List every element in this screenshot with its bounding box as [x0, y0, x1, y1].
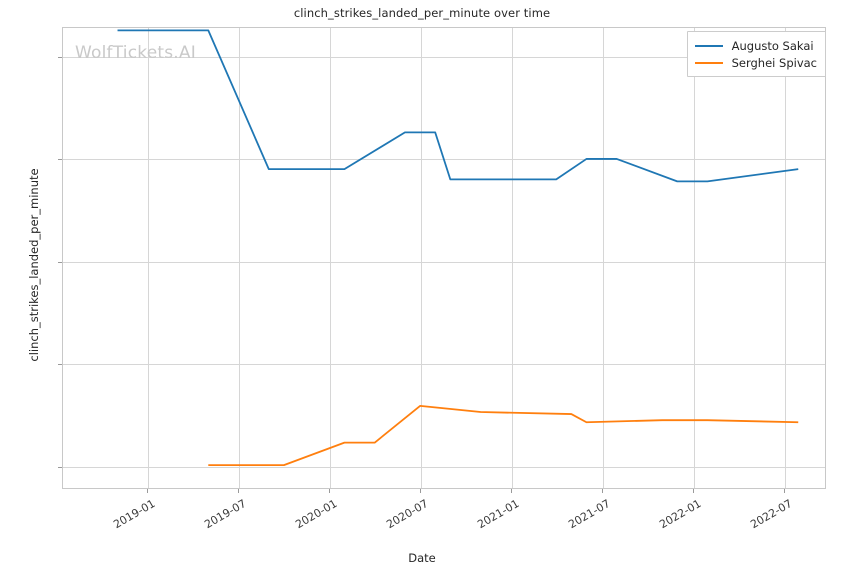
watermark: WolfTickets.AI [75, 43, 196, 63]
legend-label: Serghei Spivac [731, 55, 817, 70]
gridline-vertical [785, 28, 786, 488]
x-axis-label: Date [408, 551, 436, 565]
y-axis-label: clinch_strikes_landed_per_minute [27, 168, 41, 362]
legend-swatch-icon [694, 61, 723, 64]
line-series-serghei-spivac [208, 405, 799, 466]
x-tick-mark [420, 489, 421, 493]
x-tick-label-6: 2022-01 [657, 497, 704, 532]
chart-title: clinch_strikes_landed_per_minute over ti… [293, 6, 551, 20]
y-tick-mark [58, 159, 62, 160]
gridline-horizontal [63, 364, 825, 365]
plot-area: WolfTickets.AI [62, 27, 826, 489]
series-lines [117, 29, 799, 466]
y-tick-mark [58, 57, 62, 58]
legend-item-augusto-sakai[interactable]: Augusto Sakai [694, 37, 817, 54]
line-series-augusto-sakai [117, 29, 799, 183]
gridline-vertical [512, 28, 513, 488]
legend-swatch-icon [694, 44, 723, 47]
x-tick-label-7: 2022-07 [748, 497, 795, 532]
gridline-vertical [421, 28, 422, 488]
y-tick-mark [58, 262, 62, 263]
gridline-vertical [239, 28, 240, 488]
gridline-vertical [603, 28, 604, 488]
legend-item-serghei-spivac[interactable]: Serghei Spivac [694, 54, 817, 71]
y-tick-mark [58, 364, 62, 365]
gridline-vertical [148, 28, 149, 488]
gridline-horizontal [63, 262, 825, 263]
gridline-horizontal [63, 57, 825, 58]
x-tick-mark [784, 489, 785, 493]
x-tick-mark [147, 489, 148, 493]
gridline-vertical [330, 28, 331, 488]
x-tick-mark [602, 489, 603, 493]
x-tick-label-1: 2019-07 [202, 497, 249, 532]
x-tick-mark [238, 489, 239, 493]
x-tick-label-4: 2021-01 [475, 497, 522, 532]
x-tick-mark [511, 489, 512, 493]
x-tick-mark [693, 489, 694, 493]
y-tick-mark [58, 467, 62, 468]
legend-label: Augusto Sakai [731, 38, 814, 53]
x-tick-label-5: 2021-07 [566, 497, 613, 532]
x-tick-label-2: 2020-01 [293, 497, 340, 532]
gridline-horizontal [63, 467, 825, 468]
legend: Augusto Sakai Serghei Spivac [686, 31, 826, 77]
x-tick-label-3: 2020-07 [384, 497, 431, 532]
gridline-vertical [694, 28, 695, 488]
x-tick-label-0: 2019-01 [111, 497, 158, 532]
x-tick-mark [329, 489, 330, 493]
